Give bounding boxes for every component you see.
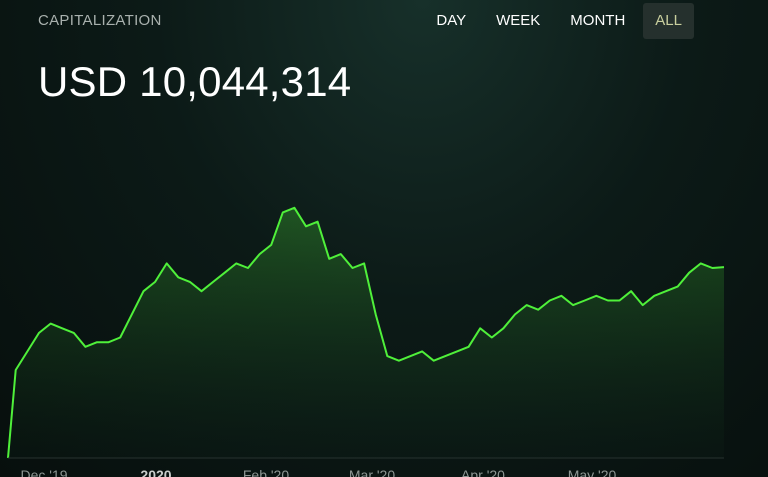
x-tick-label: Feb '20 [243,467,289,477]
x-tick-label: Dec '19 [20,467,67,477]
range-tabs: DAY WEEK MONTH ALL [424,3,694,39]
tab-day[interactable]: DAY [436,12,467,29]
chart-title: CAPITALIZATION [38,12,162,29]
x-tick-label: 2020 [140,467,171,477]
x-tick-label: May '20 [568,467,617,477]
series-area [8,207,724,458]
tab-week[interactable]: WEEK [496,12,541,29]
x-tick-label: Apr '20 [461,467,505,477]
tab-all[interactable]: ALL [643,3,694,39]
tab-month[interactable]: MONTH [570,12,626,29]
x-tick-label: Mar '20 [349,467,395,477]
series-line [7,206,725,459]
capitalization-value: USD 10,044,314 [38,58,352,105]
